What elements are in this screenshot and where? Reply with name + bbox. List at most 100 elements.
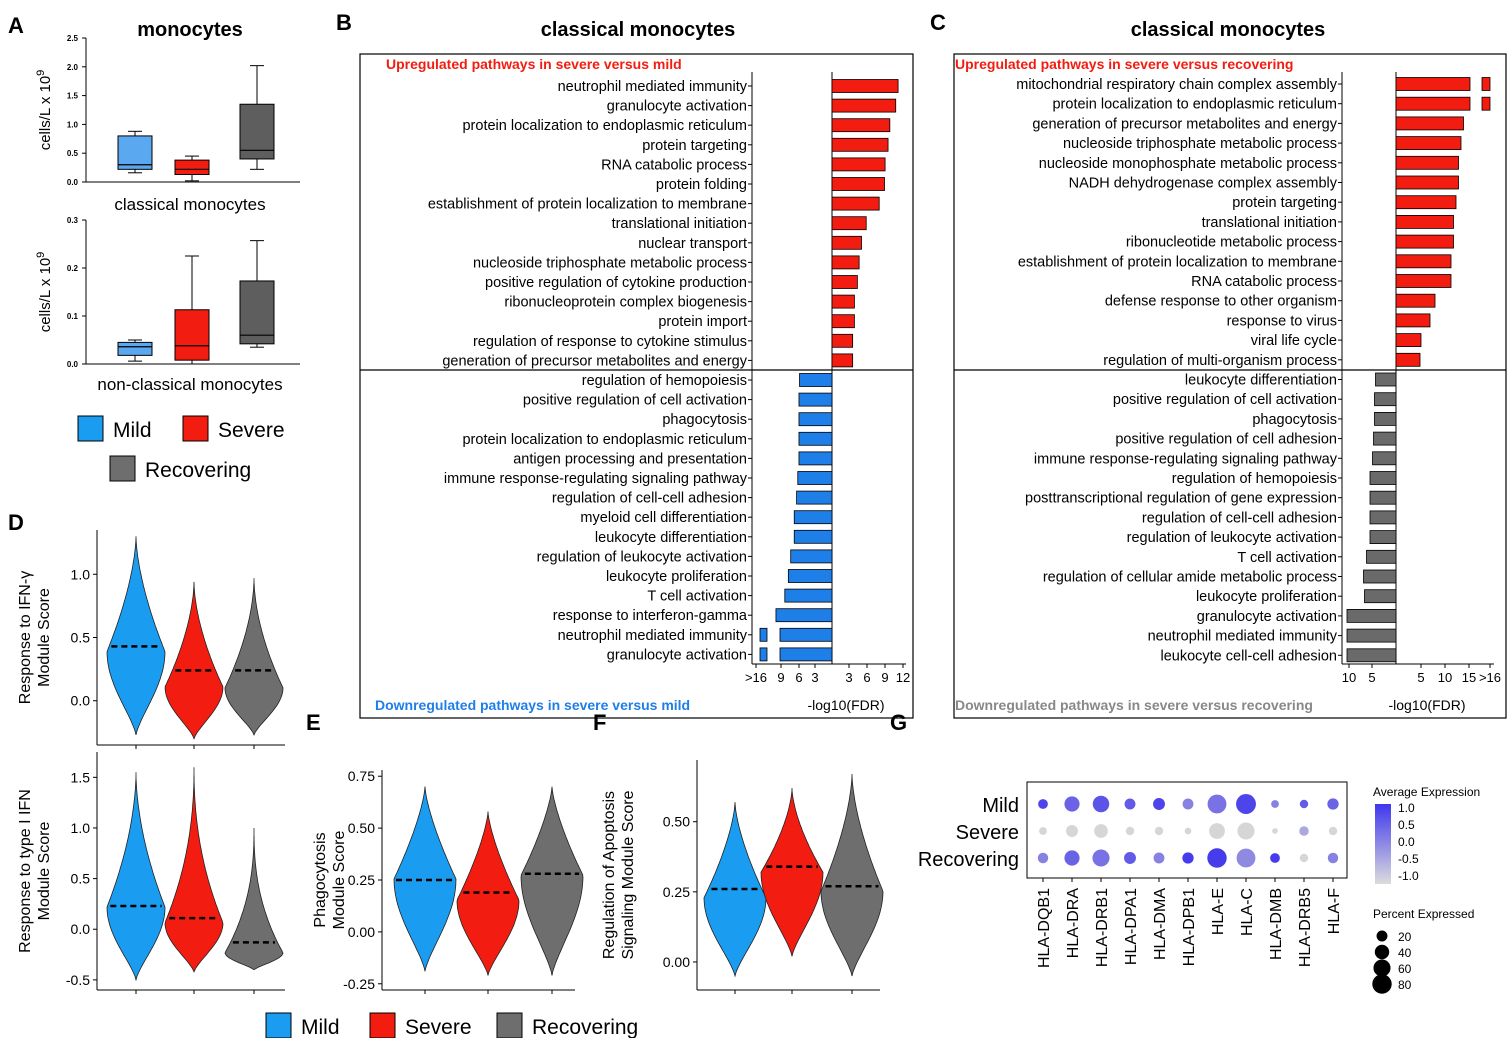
pathway-label: ribonucleotide metabolic process — [1126, 235, 1337, 251]
legend-swatch-mild — [265, 1012, 292, 1038]
panel-letter-b: B — [336, 10, 352, 35]
y-axis-label-line1: Response to IFN-γ — [17, 571, 34, 704]
bar-down — [1369, 490, 1397, 505]
x-tick-label: 10 — [1342, 670, 1356, 685]
panel-letter-g: G — [890, 710, 907, 735]
dot — [1236, 848, 1256, 868]
dot — [1182, 798, 1194, 810]
y-tick-label: 0.5 — [71, 871, 91, 887]
pathway-label: establishment of protein localization to… — [1018, 254, 1337, 270]
bar-down — [796, 490, 833, 505]
pathway-label: mitochondrial respiratory chain complex … — [1016, 77, 1337, 93]
pathway-label: granulocyte activation — [607, 99, 747, 115]
violin — [760, 787, 824, 957]
legend-pct-tick: 20 — [1398, 930, 1412, 944]
y-axis-label-line2: Module Score — [36, 822, 53, 921]
y-tick-label: 1.0 — [71, 820, 91, 836]
y-tick-label: 0.3 — [67, 216, 79, 225]
bar-down — [1346, 648, 1397, 663]
y-tick-label: 0.2 — [67, 264, 79, 273]
bar-up — [1395, 333, 1422, 348]
bar-up — [831, 118, 891, 133]
pathway-label: nucleoside triphosphate metabolic proces… — [1063, 136, 1337, 152]
bar-down — [779, 627, 833, 642]
pathway-label: defense response to other organism — [1105, 294, 1337, 310]
legend-pct-dot — [1372, 974, 1392, 994]
pathway-label: protein import — [658, 314, 747, 330]
pathway-label: protein localization to endoplasmic reti… — [462, 432, 747, 448]
pathway-label: protein localization to endoplasmic reti… — [462, 118, 747, 134]
dot — [1092, 849, 1110, 867]
dot — [1299, 799, 1309, 809]
pathway-label: neutrophil mediated immunity — [1148, 629, 1338, 645]
panel-c-title: classical monocytes — [1131, 19, 1326, 41]
panel-letter-d: D — [8, 510, 24, 535]
y-axis-label: cells/L x 109 — [35, 70, 54, 151]
gene-label: HLA-DPA1 — [1123, 888, 1140, 965]
y-tick-label: 1.0 — [67, 120, 79, 129]
panel-g-dotplot: Mild Severe Recovering HLA-DQB1 HLA-DRA HLA-D… — [918, 781, 1480, 994]
y-tick-label: 0.1 — [67, 312, 79, 321]
bar-up — [1395, 293, 1436, 308]
pathway-label: protein targeting — [1232, 195, 1337, 211]
bar-up — [1395, 274, 1452, 288]
bar-down — [1346, 628, 1397, 643]
legend-pct-title: Percent Expressed — [1373, 907, 1474, 921]
bar-down — [784, 588, 833, 603]
y-tick-label: 0.50 — [348, 820, 375, 836]
pathway-label: neutrophil mediated immunity — [558, 79, 748, 95]
bar-up — [831, 196, 880, 211]
legend-swatch-severe — [182, 415, 209, 442]
gene-label: HLA-DRA — [1065, 888, 1082, 959]
panel-letter-e: E — [306, 710, 321, 735]
y-axis-label: cells/L x 109 — [35, 252, 54, 333]
legend-label-severe: Severe — [405, 1016, 472, 1038]
x-tick-label: 10 — [1438, 670, 1452, 685]
bar-down-capped — [759, 627, 768, 642]
pathway-label: leukocyte proliferation — [1196, 589, 1337, 605]
bar-up — [831, 137, 889, 152]
pathway-label: regulation of leukocyte activation — [537, 549, 747, 565]
pathway-label: nucleoside monophosphate metabolic proce… — [1039, 156, 1337, 172]
y-axis-label-line1: Phagocytosis — [312, 832, 329, 927]
y-axis-label-line2: Module Score — [331, 831, 348, 930]
dot — [1236, 794, 1256, 814]
pathway-label: positive regulation of cell adhesion — [1115, 432, 1337, 448]
dot — [1066, 825, 1078, 837]
pathway-label: generation of precursor metabolites and … — [442, 353, 747, 369]
dot — [1271, 800, 1279, 808]
violin — [164, 581, 224, 740]
x-tick-label: 12 — [896, 670, 910, 685]
dot — [1037, 852, 1049, 864]
legend-pct-dot — [1376, 930, 1388, 942]
y-tick-label: 1.5 — [67, 92, 79, 101]
dot — [1182, 852, 1194, 864]
legend-swatch-recovering — [109, 455, 136, 482]
pathway-label: positive regulation of cytokine producti… — [485, 275, 747, 291]
bar-down — [798, 412, 833, 427]
legend-label-mild: Mild — [113, 419, 152, 442]
box-recovering — [239, 280, 275, 345]
pathway-label: leukocyte differentiation — [595, 530, 747, 546]
box-mild — [117, 135, 153, 170]
gene-label: HLA-F — [1326, 888, 1343, 934]
dot — [1039, 827, 1047, 835]
x-tick-label: 5 — [1417, 670, 1424, 685]
subtitle-classical: classical monocytes — [114, 195, 265, 214]
pathway-label: nucleoside triphosphate metabolic proces… — [473, 255, 747, 271]
box-mild — [117, 341, 153, 356]
y-tick-label: 1.5 — [71, 769, 91, 785]
bar-down — [793, 529, 833, 544]
legend-pct-tick: 80 — [1398, 978, 1412, 992]
bar-down — [1373, 431, 1397, 446]
panel-frame — [953, 53, 1507, 719]
bar-up — [1395, 175, 1459, 190]
dot — [1038, 799, 1048, 809]
pathway-label: response to virus — [1227, 313, 1337, 329]
bar-up-capped — [1481, 77, 1491, 91]
x-axis-label: -log10(FDR) — [807, 697, 884, 713]
legend-expr-title: Average Expression — [1373, 785, 1480, 799]
pathway-label: T cell activation — [1237, 550, 1337, 566]
pathway-label: regulation of cellular amide metabolic p… — [1043, 570, 1337, 586]
bar-up — [831, 235, 862, 250]
